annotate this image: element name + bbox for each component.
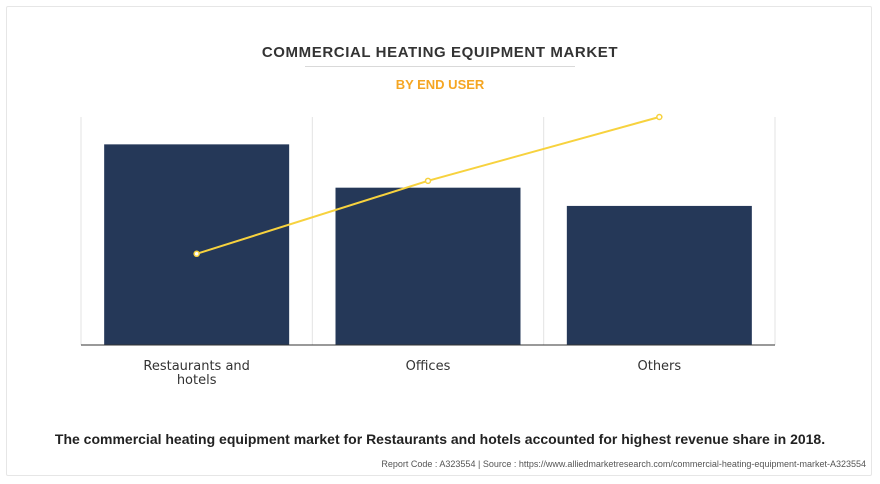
bar-chart: Restaurants and hotels Offices Others — [80, 113, 776, 388]
bar-restaurants-and-hotels — [104, 144, 290, 345]
title-divider — [305, 66, 575, 67]
trend-point — [424, 177, 432, 185]
bar-offices — [335, 187, 521, 345]
source-separator: | — [477, 459, 481, 469]
bars — [104, 144, 752, 345]
x-tick-label: Offices — [406, 359, 451, 374]
chart-subtitle: BY END USER — [395, 77, 485, 92]
x-tick-label: Restaurants and hotels — [143, 359, 250, 388]
x-tick-labels: Restaurants and hotels Offices Others — [143, 359, 681, 388]
chart-frame — [6, 6, 872, 476]
chart-caption: The commercial heating equipment market … — [54, 431, 826, 447]
bar-others — [566, 205, 752, 345]
trend-line — [193, 113, 663, 258]
x-tick-label: Others — [637, 359, 681, 374]
trend-point — [193, 250, 200, 258]
report-code: Report Code : A323554 — [381, 459, 476, 469]
source-url: Source : https://www.alliedmarketresearc… — [482, 459, 866, 469]
chart-title: COMMERCIAL HEATING EQUIPMENT MARKET — [261, 44, 619, 61]
grid-lines — [80, 117, 776, 345]
trend-point — [656, 113, 663, 121]
source-line: Report Code : A323554 | Source : https:/… — [381, 459, 866, 469]
